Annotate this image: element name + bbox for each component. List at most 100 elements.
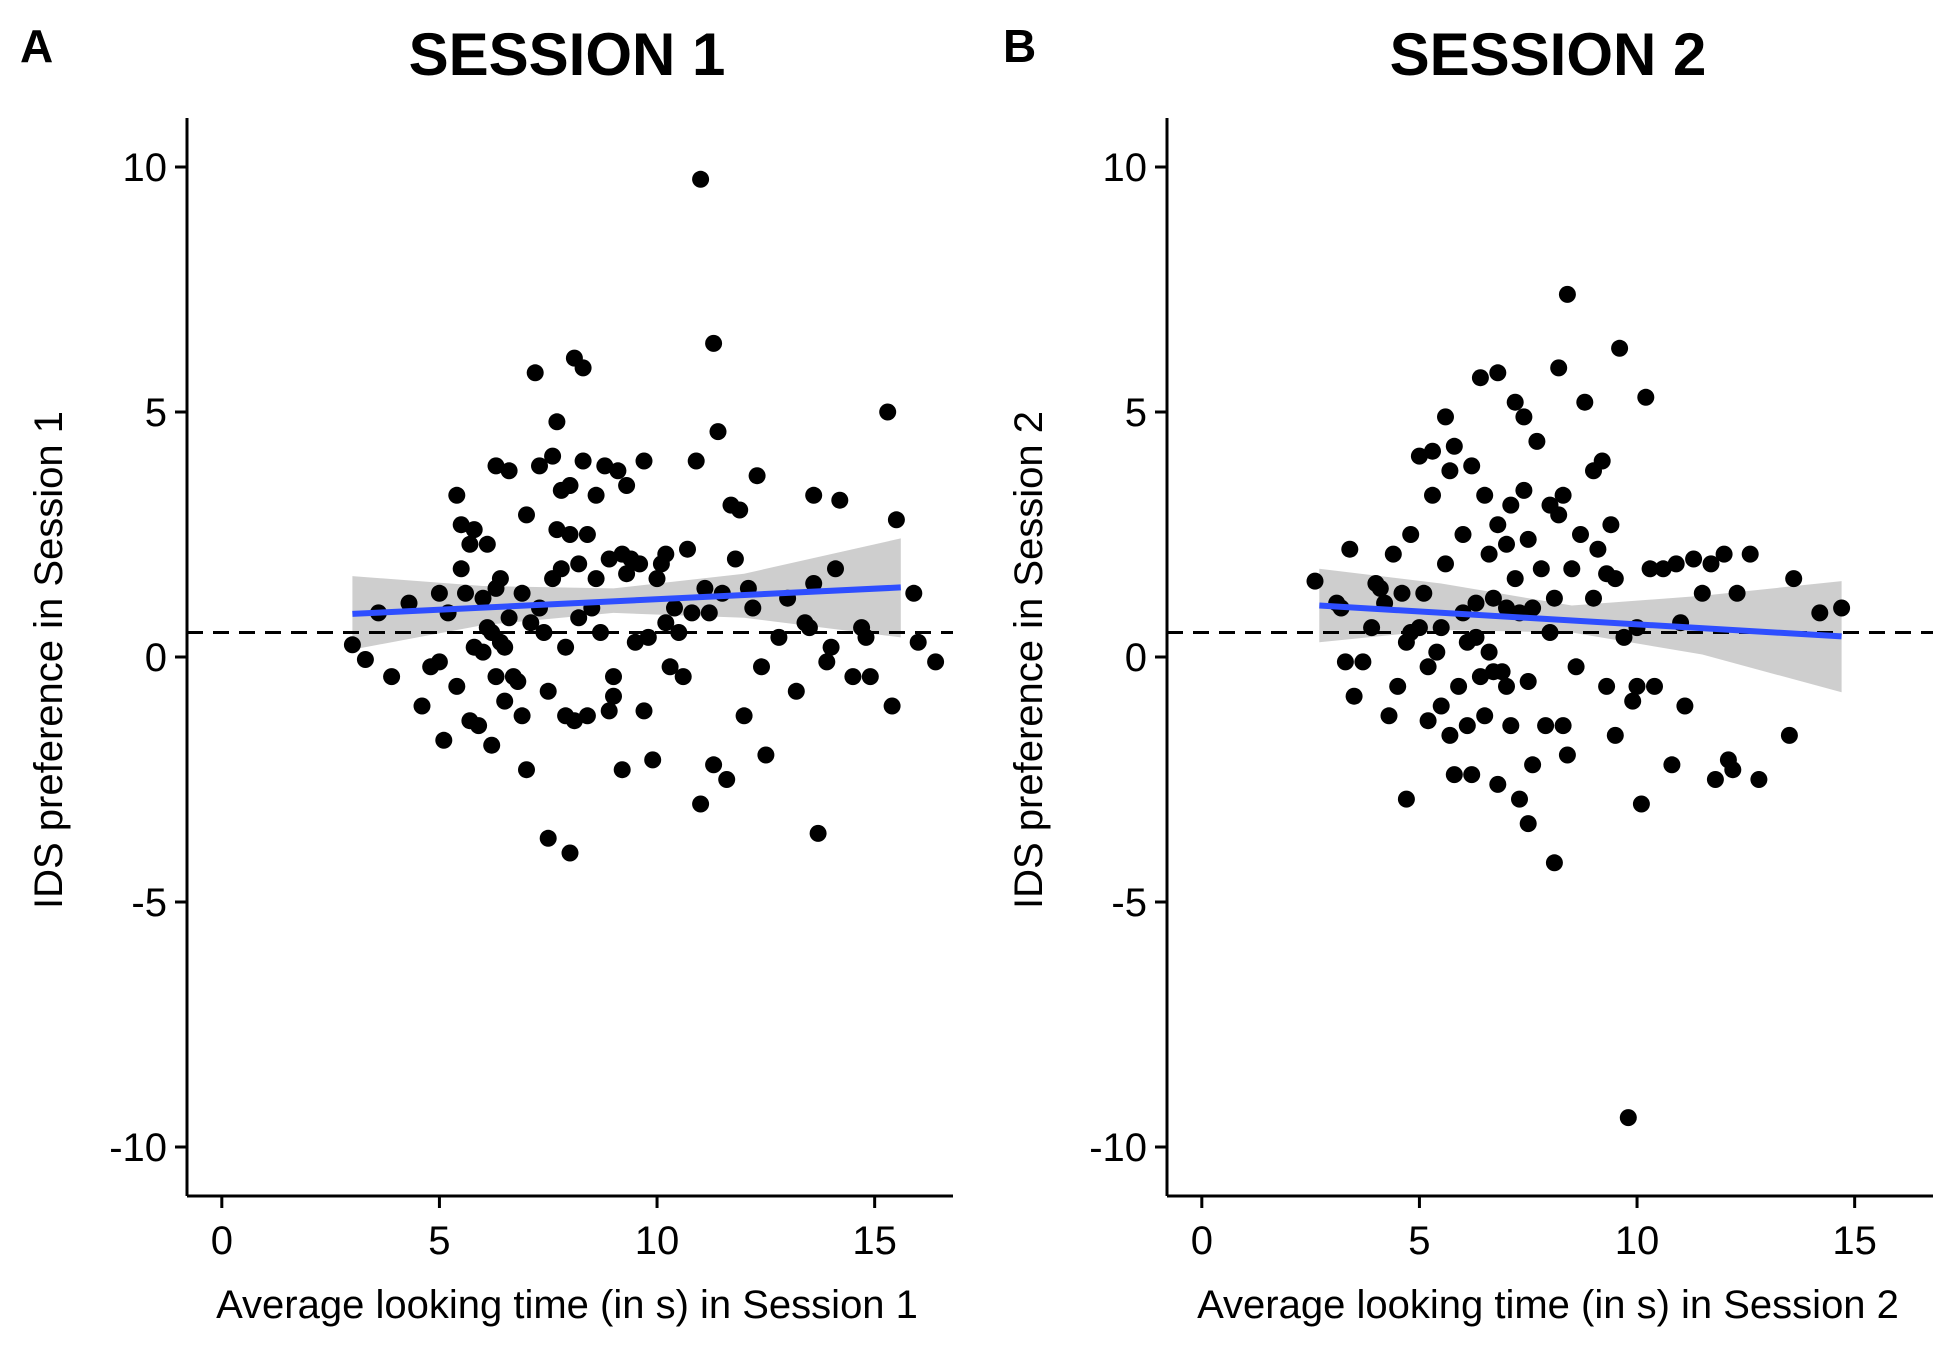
data-point (1441, 462, 1459, 480)
data-point (1654, 560, 1672, 578)
data-point (1589, 540, 1607, 558)
panel-b: B SESSION 2 Average looking time (in s) … (1003, 20, 1933, 1327)
data-point (1554, 717, 1572, 735)
data-point (1502, 496, 1520, 514)
data-point (1524, 756, 1542, 774)
y-tick-label: -10 (109, 1126, 167, 1170)
data-point (1511, 790, 1528, 808)
data-point (457, 584, 474, 602)
data-point (522, 614, 540, 632)
data-point (526, 364, 544, 382)
data-point (1476, 486, 1494, 504)
data-point (1397, 790, 1415, 808)
data-point (1432, 697, 1450, 715)
data-point (1785, 570, 1803, 588)
data-point (657, 614, 675, 632)
data-point (822, 638, 840, 656)
data-point (1632, 795, 1650, 813)
data-point (1554, 486, 1572, 504)
data-point (618, 565, 636, 583)
data-point (1445, 766, 1463, 784)
panel-title-a: SESSION 1 (409, 21, 726, 88)
data-point (1345, 687, 1363, 705)
data-point (1415, 584, 1433, 602)
data-point (770, 628, 788, 646)
data-point (827, 560, 844, 578)
data-point (1567, 658, 1585, 676)
data-point (1598, 677, 1616, 695)
data-point (600, 702, 618, 720)
data-point (1480, 643, 1498, 661)
data-point (1389, 677, 1407, 695)
data-point (635, 452, 653, 470)
data-point (909, 633, 927, 651)
data-point (509, 673, 527, 690)
data-point (696, 579, 714, 597)
data-point (605, 687, 622, 705)
data-point (709, 423, 727, 441)
data-point (1498, 535, 1515, 553)
data-point (1550, 359, 1568, 377)
y-tick-label: 10 (123, 146, 168, 190)
data-point (1306, 572, 1324, 590)
data-point (478, 535, 496, 553)
data-point (561, 477, 579, 494)
data-point (666, 599, 683, 617)
x-tick-label: 10 (1615, 1219, 1660, 1263)
data-point (674, 668, 692, 686)
y-tick-label: -5 (131, 881, 167, 925)
data-point (1528, 432, 1546, 450)
data-point (1402, 526, 1420, 543)
y-tick-label: -10 (1089, 1126, 1147, 1170)
data-point (657, 545, 675, 563)
data-point (574, 359, 592, 377)
data-point (809, 824, 827, 842)
data-point (1437, 408, 1454, 426)
data-point (539, 829, 557, 847)
data-point (613, 761, 631, 779)
data-point (587, 570, 605, 588)
data-point (1489, 364, 1507, 382)
data-point (1558, 285, 1576, 303)
data-point (692, 795, 710, 813)
data-point (578, 526, 596, 543)
data-point (718, 771, 736, 788)
data-point (861, 668, 879, 686)
data-point (857, 628, 875, 646)
data-point (1615, 628, 1633, 646)
data-point (570, 555, 588, 573)
data-point (1515, 481, 1533, 499)
data-point (1445, 437, 1463, 455)
data-point (1424, 442, 1441, 460)
x-axis-label-b: Average looking time (in s) in Session 2 (1197, 1283, 1899, 1327)
data-point (1780, 726, 1798, 744)
data-point (1646, 677, 1663, 695)
data-point (648, 570, 666, 588)
data-point (618, 477, 636, 494)
data-point (1715, 545, 1733, 563)
panel-title-b: SESSION 2 (1390, 21, 1707, 88)
data-point (1550, 506, 1568, 524)
data-point (470, 717, 488, 735)
data-point (1410, 619, 1428, 637)
data-point (1515, 408, 1533, 426)
data-point (1341, 540, 1359, 558)
data-point (1384, 545, 1402, 563)
data-point (1458, 717, 1476, 735)
data-point (1471, 369, 1489, 387)
data-point (500, 462, 518, 480)
data-point (518, 506, 535, 524)
data-point (1676, 697, 1694, 715)
data-point (596, 457, 614, 475)
data-point (1363, 619, 1381, 637)
data-point (1693, 584, 1711, 602)
data-point (518, 761, 535, 779)
data-point (726, 550, 744, 568)
data-point (1628, 677, 1646, 695)
data-point (1545, 854, 1563, 872)
data-point (574, 452, 592, 470)
data-point (1593, 452, 1611, 470)
data-point (692, 170, 710, 188)
data-point (787, 682, 805, 700)
